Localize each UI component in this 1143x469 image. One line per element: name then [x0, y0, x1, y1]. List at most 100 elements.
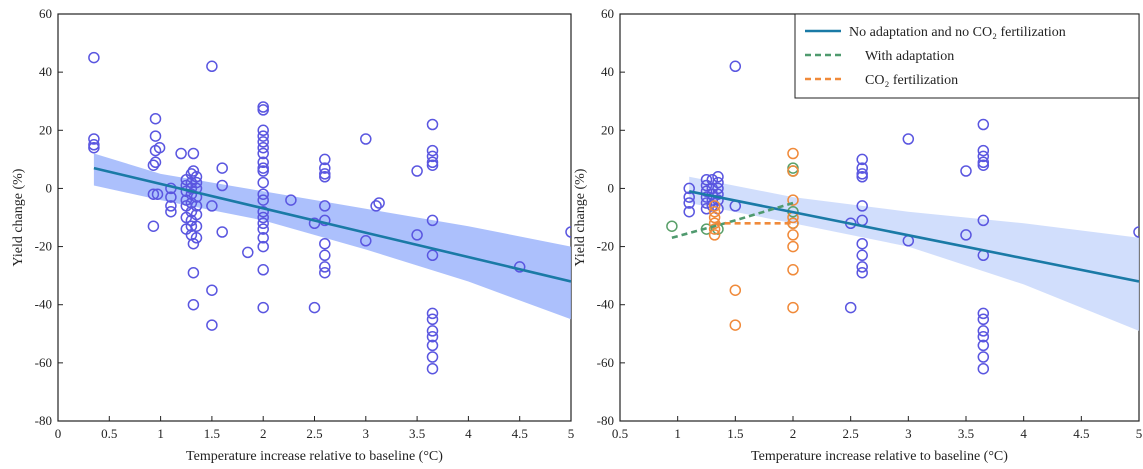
left-point-scatter [242, 246, 254, 259]
right-plot-area [666, 60, 1139, 375]
left-x-axis-label: Temperature increase relative to baselin… [186, 449, 443, 464]
right-point-scatter [977, 144, 990, 157]
left-x-tick-label: 1 [157, 426, 164, 441]
left-point-scatter [319, 168, 331, 180]
legend-entry-label: No adaptation and no CO₂ fertilization [849, 25, 1066, 40]
right-point-scatter [712, 194, 724, 206]
left-point-scatter [175, 147, 187, 160]
left-point-scatter [411, 165, 423, 177]
right-point-co2_points [787, 264, 799, 276]
right-point-scatter [977, 325, 990, 337]
left-point-scatter [187, 147, 200, 160]
left-point-scatter [257, 104, 269, 116]
right-point-co2_points [729, 319, 742, 331]
right-point-scatter [856, 200, 868, 212]
left-point-scatter [151, 188, 164, 200]
right-x-tick-label: 1 [674, 426, 681, 441]
right-point-co2_points [708, 229, 721, 241]
right-x-tick-label: 2.5 [843, 426, 859, 441]
left-point-scatter [206, 284, 218, 296]
left-point-scatter [319, 200, 331, 212]
left-point-scatter [257, 188, 269, 200]
left-point-scatter [257, 141, 269, 154]
right-point-scatter [977, 313, 990, 326]
left-point-scatter [88, 141, 100, 154]
left-point-scatter [149, 112, 162, 125]
left-point-scatter [257, 223, 269, 235]
left-x-tick-label: 0 [55, 426, 62, 441]
right-x-tick-label: 0.5 [612, 426, 628, 441]
left-point-scatter [426, 150, 439, 163]
right-point-scatter [856, 153, 868, 166]
right-point-co2_points [787, 147, 799, 160]
left-point-scatter [257, 124, 269, 137]
right-point-scatter [977, 159, 990, 171]
left-point-scatter [147, 220, 160, 232]
left-point-scatter [190, 232, 203, 244]
right-point-scatter [700, 203, 713, 215]
right-point-scatter [700, 197, 713, 209]
left-point-scatter [426, 325, 439, 337]
left-x-tick-label: 3.5 [409, 426, 425, 441]
right-point-scatter [977, 150, 990, 163]
left-point-scatter [426, 214, 439, 227]
right-point-scatter [706, 182, 719, 195]
left-point-scatter [216, 226, 228, 238]
right-x-tick-label: 3.5 [958, 426, 974, 441]
left-point-scatter [257, 136, 269, 148]
left-point-scatter [257, 240, 269, 253]
right-point-scatter [712, 188, 724, 200]
left-point-scatter [216, 179, 228, 192]
left-y-tick-label: 20 [39, 122, 52, 137]
left-point-scatter [257, 162, 269, 174]
right-point-scatter [700, 173, 713, 186]
right-point-co2_points [787, 165, 799, 177]
left-point-scatter [426, 156, 439, 169]
left-point-scatter [426, 313, 439, 326]
right-x-axis-label: Temperature increase relative to baselin… [751, 449, 1008, 464]
right-point-scatter [977, 118, 990, 131]
left-point-scatter [319, 266, 331, 279]
left-point-scatter [426, 330, 439, 343]
right-point-scatter [712, 182, 724, 195]
right-y-tick-label: 20 [601, 122, 614, 137]
left-point-scatter [308, 217, 321, 230]
right-point-scatter [856, 261, 868, 273]
right-point-scatter [712, 176, 724, 189]
left-point-scatter [257, 217, 269, 230]
left-plot-area [88, 51, 571, 375]
left-x-tick-label: 1.5 [204, 426, 220, 441]
left-x-tick-label: 4 [465, 426, 472, 441]
left-point-scatter [190, 176, 203, 189]
left-point-scatter [257, 176, 269, 189]
right-point-scatter [856, 162, 868, 174]
right-point-co2_points [708, 205, 721, 218]
left-point-scatter [190, 220, 203, 232]
right-point-scatter [977, 351, 990, 363]
legend: No adaptation and no CO₂ fertilization Wi… [794, 13, 1140, 99]
left-point-scatter [373, 197, 385, 209]
left-point-scatter [187, 266, 200, 279]
left-x-tick-label: 0.5 [101, 426, 117, 441]
left-y-tick-label: -20 [35, 239, 52, 254]
left-point-scatter [216, 162, 228, 174]
right-y-tick-label: -80 [597, 413, 614, 428]
right-x-tick-label: 4.5 [1073, 426, 1089, 441]
legend-entry-label: With adaptation [865, 49, 954, 64]
left-x-tick-label: 5 [568, 426, 575, 441]
left-point-scatter [257, 232, 269, 244]
left-panel: 0 0.5 1 1.5 2 2.5 3 3.5 4 4.5 5 60 40 20 0 -20 -40 -60 -80… [11, 6, 575, 464]
right-point-scatter [683, 182, 695, 195]
left-point-scatter [149, 130, 162, 142]
left-regression-line [93, 166, 571, 283]
left-point-scatter [149, 156, 162, 169]
right-point-co2_points [708, 200, 721, 212]
left-point-scatter [257, 301, 269, 314]
left-y-tick-label: 40 [39, 64, 52, 79]
left-point-scatter [319, 171, 331, 183]
right-point-co2_points [729, 284, 742, 296]
left-point-scatter [426, 362, 439, 375]
left-point-scatter [187, 237, 200, 250]
left-point-scatter [165, 200, 177, 212]
left-point-scatter [190, 171, 203, 183]
